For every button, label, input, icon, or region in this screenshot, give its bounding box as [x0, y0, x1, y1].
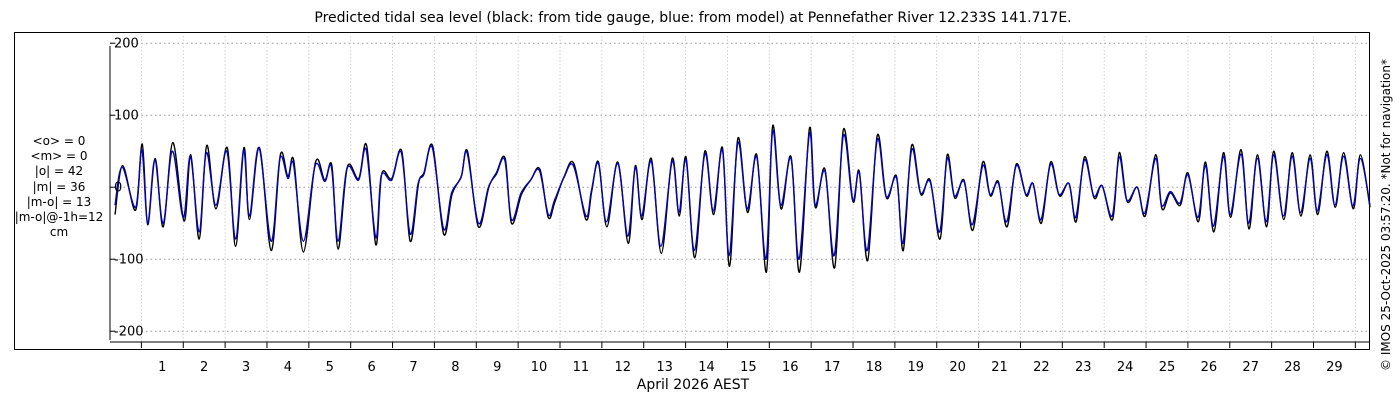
x-tick-label: 4 [284, 360, 292, 375]
x-tick-label: 28 [1284, 360, 1301, 375]
x-tick-label: 19 [908, 360, 925, 375]
x-tick-label: 17 [824, 360, 841, 375]
x-tick-label: 11 [573, 360, 590, 375]
x-tick-label: 26 [1201, 360, 1218, 375]
x-tick-label: 13 [656, 360, 673, 375]
x-tick-label: 18 [866, 360, 883, 375]
x-tick-label: 27 [1242, 360, 1259, 375]
stat-obs-abs: |o| = 42 [34, 164, 84, 179]
stat-model-abs: |m| = 36 [32, 179, 86, 194]
x-tick-label: 22 [1033, 360, 1050, 375]
chart-title: Predicted tidal sea level (black: from t… [314, 10, 1072, 26]
x-tick-label: 24 [1117, 360, 1134, 375]
y-tick-label: -100 [114, 253, 144, 268]
y-tick-label: 100 [114, 109, 139, 124]
x-tick-label: 15 [740, 360, 757, 375]
stat-obs-mean: <o> = 0 [32, 134, 86, 148]
stats-panel: <o> = 0 <m> = 0 |o| = 42 |m| = 36 |m-o| … [0, 134, 118, 240]
x-tick-label: 8 [451, 360, 459, 375]
x-tick-label: 6 [367, 360, 375, 375]
x-tick-label: 7 [409, 360, 417, 375]
model-series-line [114, 130, 1371, 260]
x-tick-label: 21 [991, 360, 1008, 375]
stat-diff-abs: |m-o| = 13 [26, 194, 92, 209]
copyright-text: © IMOS 25-Oct-2025 03:57:20. *Not for na… [1379, 59, 1393, 371]
stat-diff-lag: |m-o|@-1h=12 [14, 210, 104, 225]
copyright-notice: © IMOS 25-Oct-2025 03:57:20. *Not for na… [1376, 34, 1396, 396]
series-lines [114, 124, 1371, 273]
x-tick-label: 9 [493, 360, 501, 375]
y-tick-label: -200 [114, 325, 144, 340]
axes [109, 42, 1370, 348]
x-tick-label: 23 [1075, 360, 1092, 375]
x-tick-label: 10 [531, 360, 548, 375]
x-tick-label: 1 [158, 360, 166, 375]
grid-lines [110, 36, 1370, 342]
x-tick-label: 5 [326, 360, 334, 375]
y-tick-label: 0 [114, 181, 122, 196]
x-tick-label: 16 [782, 360, 799, 375]
stat-model-mean: <m> = 0 [30, 149, 88, 164]
x-tick-label: 25 [1159, 360, 1176, 375]
x-tick-label: 12 [615, 360, 632, 375]
y-tick-label: 200 [114, 37, 139, 52]
x-tick-label: 2 [200, 360, 208, 375]
x-tick-label: 3 [242, 360, 250, 375]
x-axis-label: April 2026 AEST [636, 377, 750, 393]
figure-frame [14, 32, 1370, 350]
x-tick-label: 29 [1326, 360, 1343, 375]
x-tick-label: 14 [698, 360, 715, 375]
x-tick-label: 20 [949, 360, 966, 375]
stat-unit: cm [49, 225, 69, 240]
